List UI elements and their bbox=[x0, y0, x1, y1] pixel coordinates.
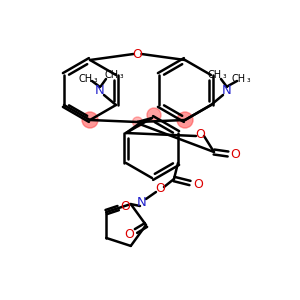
Circle shape bbox=[147, 108, 161, 122]
Text: N: N bbox=[222, 85, 232, 98]
Circle shape bbox=[177, 112, 193, 128]
Text: CH: CH bbox=[105, 70, 119, 80]
Text: ₃: ₃ bbox=[222, 70, 226, 80]
Text: O: O bbox=[193, 178, 203, 191]
Text: O: O bbox=[133, 47, 142, 61]
Text: N: N bbox=[95, 85, 105, 98]
Text: ₃: ₃ bbox=[246, 74, 250, 83]
Text: ₃: ₃ bbox=[119, 70, 123, 80]
Circle shape bbox=[133, 117, 142, 127]
Text: CH: CH bbox=[79, 74, 93, 84]
Text: CH: CH bbox=[208, 70, 222, 80]
Text: CH: CH bbox=[232, 74, 246, 84]
Text: N: N bbox=[137, 196, 147, 209]
Text: O: O bbox=[155, 182, 165, 196]
Text: O: O bbox=[124, 227, 134, 241]
Circle shape bbox=[82, 112, 98, 128]
Text: O: O bbox=[120, 200, 130, 213]
Text: O: O bbox=[230, 148, 240, 160]
Text: O: O bbox=[195, 128, 205, 140]
Text: ₃: ₃ bbox=[93, 74, 97, 83]
